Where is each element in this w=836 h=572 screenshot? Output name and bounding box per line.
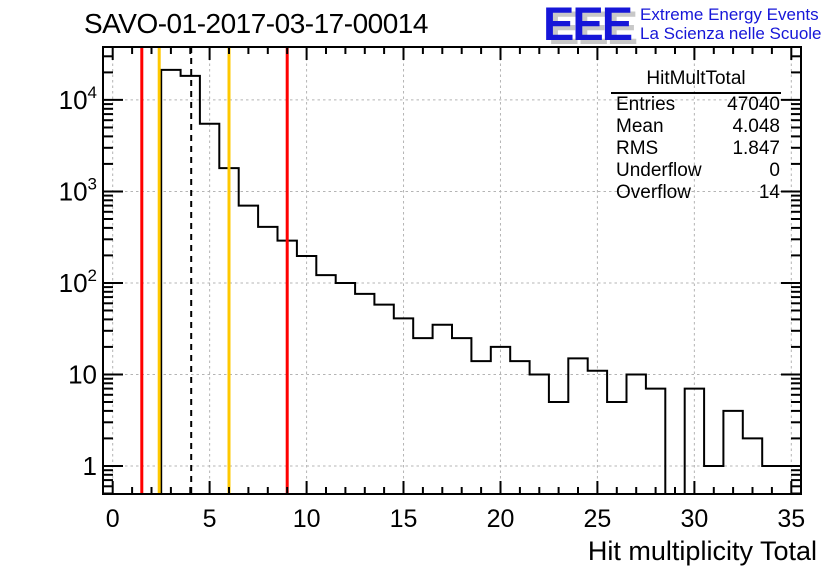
stats-row: Mean 4.048: [611, 116, 781, 138]
svg-text:0: 0: [106, 505, 120, 533]
stats-title: HitMultTotal: [611, 68, 781, 94]
stats-label: Underflow: [616, 160, 702, 181]
stats-label: Overflow: [616, 182, 691, 203]
stats-value: 14: [758, 182, 780, 203]
x-axis-labels: 0 5 10 15 20 25 30 35: [106, 505, 805, 533]
svg-text:5: 5: [203, 505, 217, 533]
stats-value: 47040: [727, 94, 780, 115]
svg-text:20: 20: [487, 505, 515, 533]
eee-logo-line1: Extreme Energy Events: [640, 5, 819, 24]
svg-text:102: 102: [59, 266, 97, 298]
svg-text:35: 35: [777, 505, 805, 533]
eee-logo-acronym: EEE: [543, 0, 633, 50]
svg-text:10: 10: [293, 505, 321, 533]
stats-row: Underflow 0: [611, 160, 781, 182]
stats-box: HitMultTotal Entries 47040 Mean 4.048 RM…: [611, 68, 781, 204]
stats-value: 1.847: [732, 138, 780, 159]
stats-row: Entries 47040: [611, 94, 781, 116]
stats-label: RMS: [616, 138, 659, 159]
svg-text:30: 30: [680, 505, 708, 533]
stats-row: Overflow 14: [611, 182, 781, 204]
stats-label: Mean: [616, 116, 664, 137]
stats-value: 0: [769, 160, 780, 181]
eee-logo: EEE Extreme Energy Events La Scienza nel…: [543, 0, 822, 50]
plot-frame: [102, 46, 802, 495]
svg-text:1: 1: [83, 451, 97, 481]
svg-text:104: 104: [59, 83, 97, 115]
svg-text:25: 25: [583, 505, 611, 533]
axis-ticks: [103, 47, 801, 495]
y-axis-labels: 1 10 102 103 104: [59, 83, 97, 481]
plot-title: SAVO-01-2017-03-17-00014: [84, 8, 428, 39]
stats-row: RMS 1.847: [611, 138, 781, 160]
x-axis-title: Hit multiplicity Total: [588, 536, 817, 566]
svg-text:10: 10: [68, 360, 97, 390]
eee-logo-line2: La Scienza nelle Scuole: [640, 24, 822, 43]
svg-text:103: 103: [59, 175, 97, 207]
gridlines: [103, 47, 801, 494]
stats-value: 4.048: [732, 116, 780, 137]
svg-text:15: 15: [390, 505, 418, 533]
eee-logo-taglines: Extreme Energy Events La Scienza nelle S…: [640, 1, 821, 43]
stats-label: Entries: [616, 94, 676, 115]
